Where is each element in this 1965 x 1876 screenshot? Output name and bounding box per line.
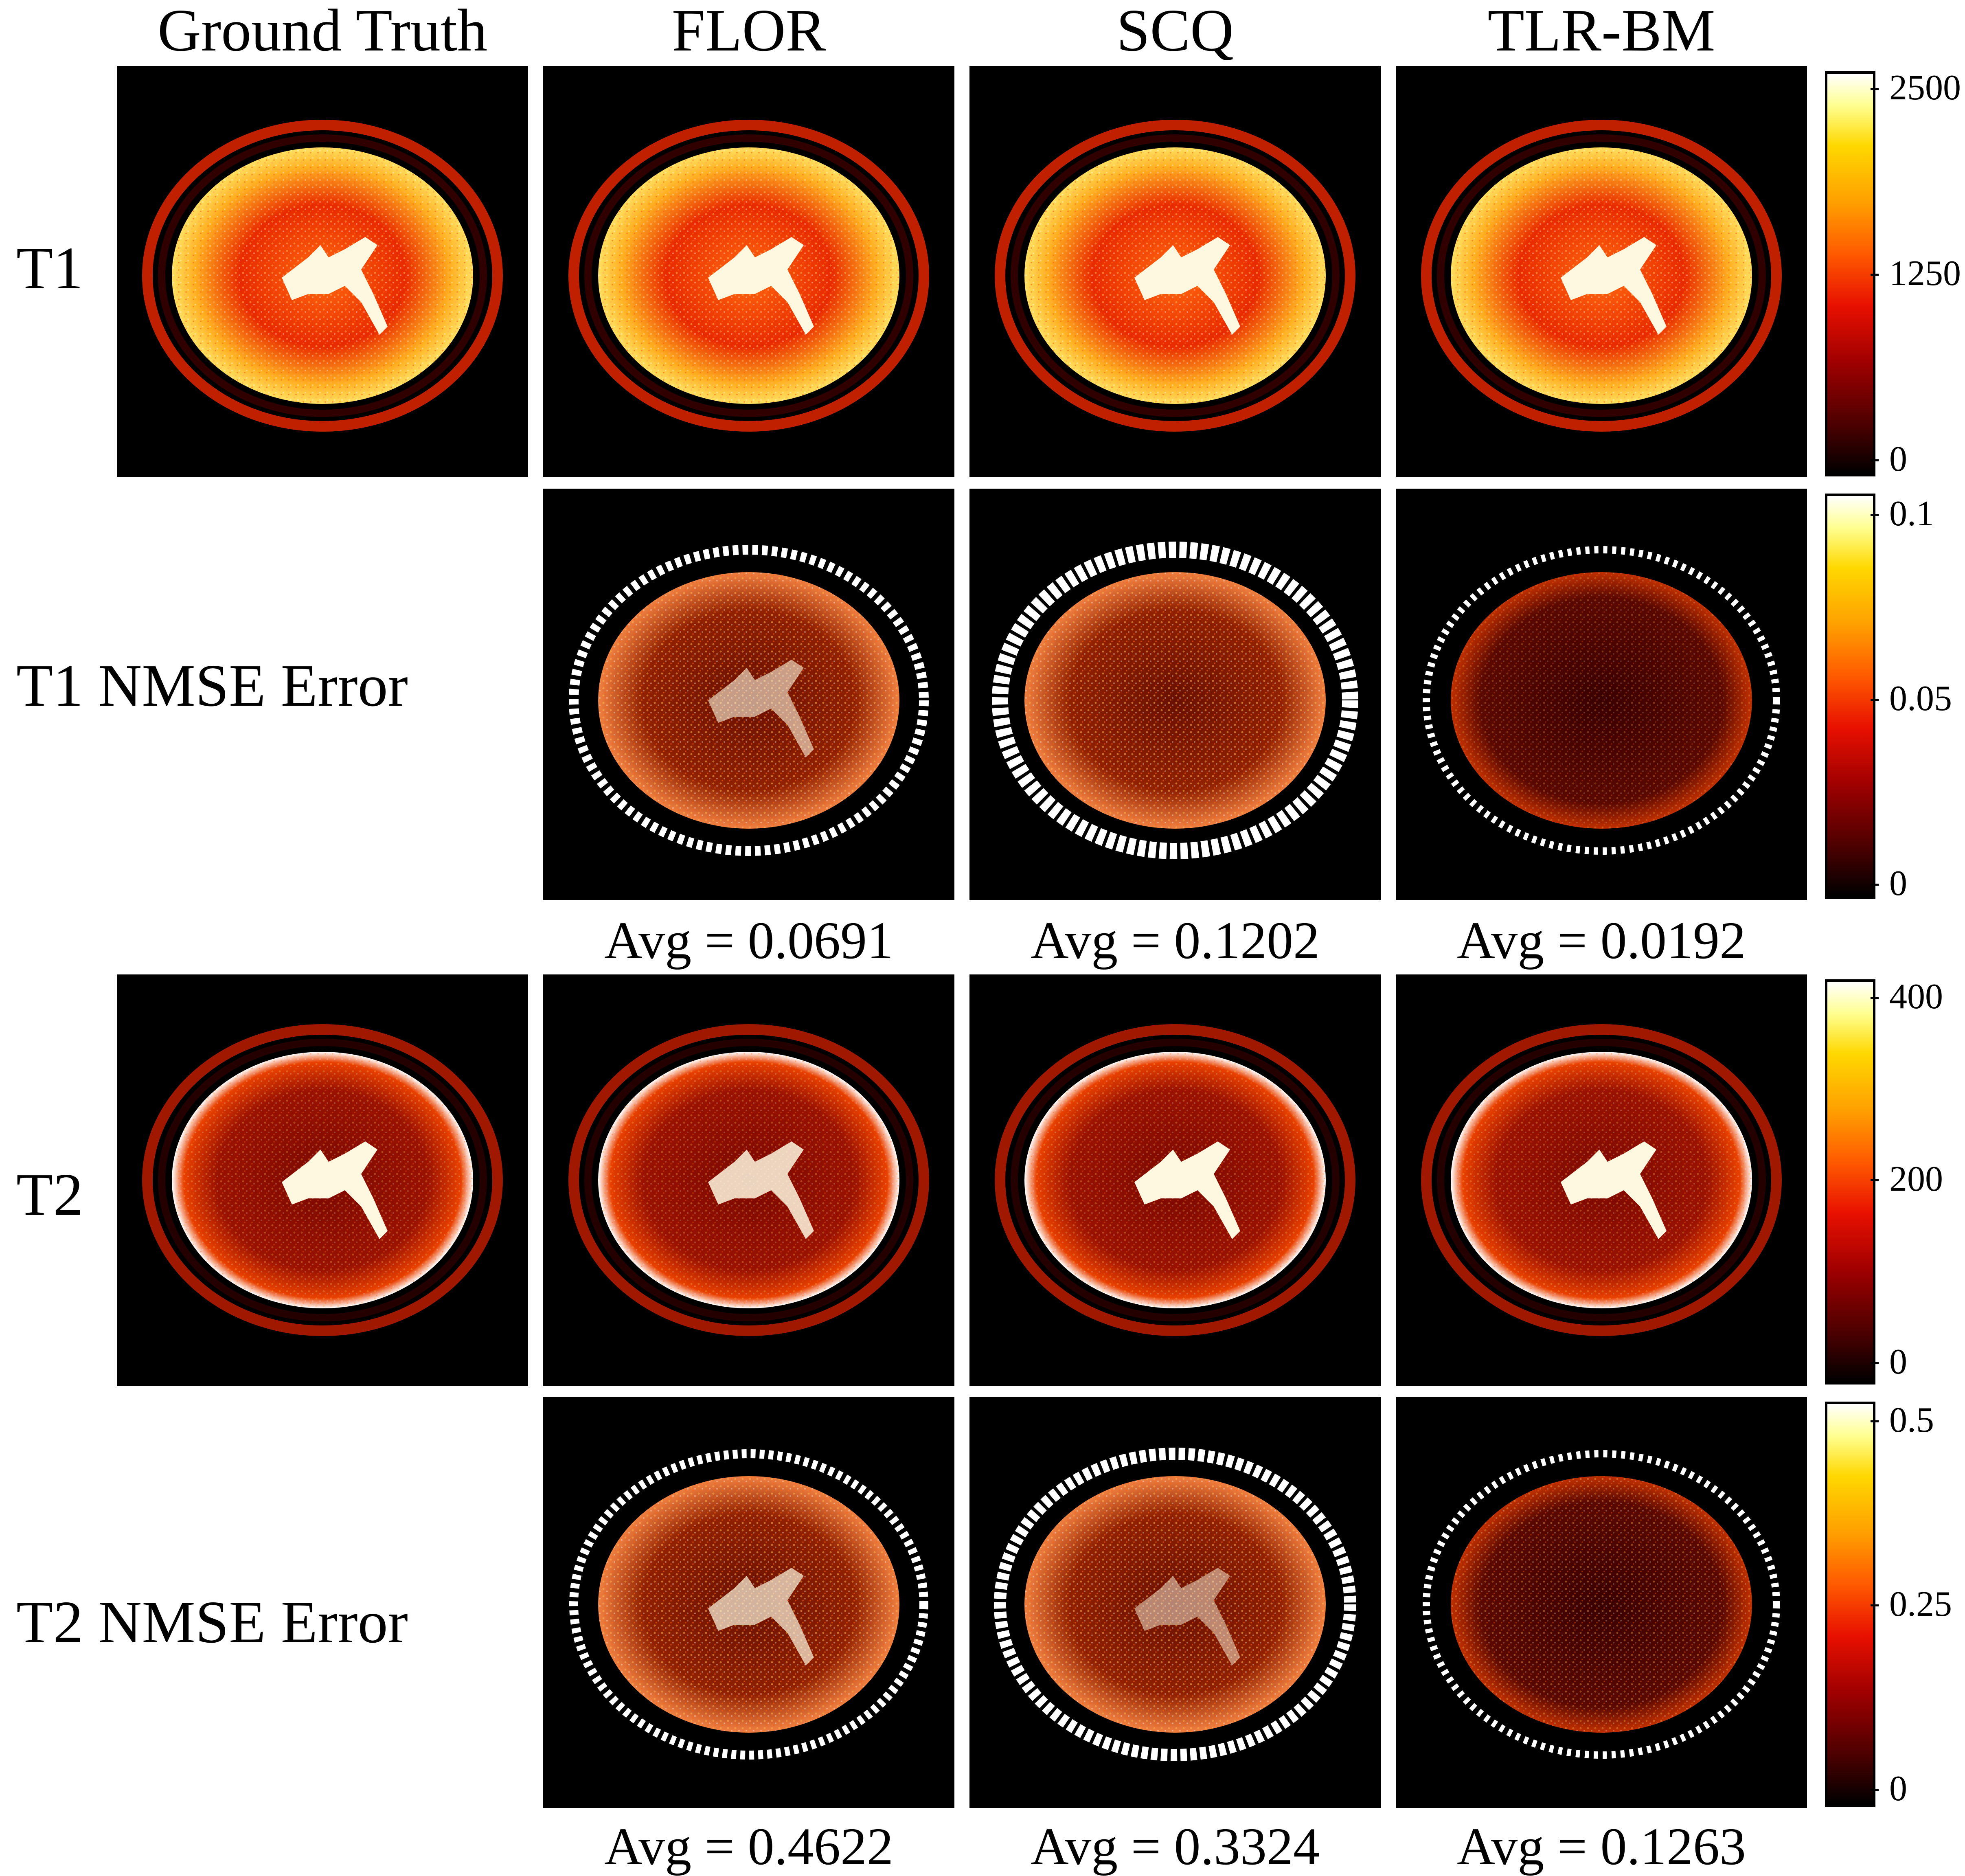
column-title-ground-truth: Ground Truth	[157, 0, 488, 64]
t2-ground-truth-map	[117, 974, 528, 1386]
column-title-scq: SCQ	[1116, 0, 1234, 64]
colorbar-t1-tick-mid: 1250	[1889, 254, 1961, 293]
t1-error-tlr-bm-map	[1396, 489, 1807, 900]
column-title-flor: FLOR	[671, 0, 826, 64]
colorbar-t1-tickmark-mid	[1871, 274, 1879, 276]
t2-flor-map	[543, 974, 954, 1386]
t2-scq-map	[969, 974, 1381, 1386]
t2-tlr-bm-map	[1396, 974, 1807, 1386]
t1-error-scq-map	[969, 489, 1381, 900]
colorbar-t1-error-tickmark-mid	[1871, 699, 1879, 701]
t2-error-avg-flor: Avg = 0.4622	[604, 1817, 894, 1876]
colorbar-t1-error	[1825, 494, 1875, 899]
colorbar-t2-tick-mid: 200	[1889, 1159, 1943, 1199]
colorbar-t2-tickmark-bottom	[1871, 1362, 1879, 1364]
t1-ground-truth-map	[117, 66, 528, 477]
column-title-tlr-bm: TLR-BM	[1487, 0, 1715, 64]
colorbar-t2-error-tick-max: 0.5	[1889, 1400, 1934, 1440]
colorbar-t1-error-tick-min: 0	[1889, 864, 1907, 903]
colorbar-t2-error-tickmark-mid	[1871, 1604, 1879, 1606]
t2-error-scq-map	[969, 1397, 1381, 1808]
colorbar-t2-error-tickmark-top	[1871, 1420, 1879, 1422]
colorbar-t1-tick-min: 0	[1889, 439, 1907, 479]
colorbar-t1-tickmark-top	[1871, 88, 1879, 90]
t1-tlr-bm-map	[1396, 66, 1807, 477]
t2-error-avg-scq: Avg = 0.3324	[1030, 1817, 1320, 1876]
t1-error-avg-tlr-bm: Avg = 0.0192	[1456, 911, 1746, 970]
t2-error-avg-tlr-bm: Avg = 0.1263	[1456, 1817, 1746, 1876]
colorbar-t2-tickmark-mid	[1871, 1179, 1879, 1181]
t1-scq-map	[969, 66, 1381, 477]
colorbar-t2-tick-min: 0	[1889, 1342, 1907, 1382]
row-label-t2-nmse-error: T2 NMSE Error	[16, 1589, 408, 1656]
colorbar-t1-error-tick-mid: 0.05	[1889, 679, 1952, 718]
colorbar-t2-tick-max: 400	[1889, 977, 1943, 1016]
colorbar-t1-error-tickmark-top	[1871, 514, 1879, 516]
colorbar-t2	[1825, 979, 1875, 1385]
colorbar-t1-tick-max: 2500	[1889, 68, 1961, 108]
colorbar-t1-tickmark-bottom	[1871, 459, 1879, 461]
colorbar-t2-error-tick-mid: 0.25	[1889, 1584, 1952, 1624]
colorbar-t1	[1825, 71, 1875, 476]
colorbar-t2-error-tickmark-bottom	[1871, 1789, 1879, 1791]
row-label-t1: T1	[16, 235, 83, 302]
t2-error-tlr-bm-map	[1396, 1397, 1807, 1808]
t1-error-avg-flor: Avg = 0.0691	[604, 911, 894, 970]
colorbar-t2-error	[1825, 1402, 1875, 1807]
t1-error-flor-map	[543, 489, 954, 900]
row-label-t2: T2	[16, 1161, 83, 1228]
t1-error-avg-scq: Avg = 0.1202	[1030, 911, 1320, 970]
colorbar-t1-error-tick-max: 0.1	[1889, 494, 1934, 533]
t2-error-flor-map	[543, 1397, 954, 1808]
t1-flor-map	[543, 66, 954, 477]
colorbar-t2-error-tick-min: 0	[1889, 1769, 1907, 1808]
colorbar-t1-error-tickmark-bottom	[1871, 884, 1879, 886]
row-label-t1-nmse-error: T1 NMSE Error	[16, 652, 408, 719]
colorbar-t2-tickmark-top	[1871, 997, 1879, 999]
